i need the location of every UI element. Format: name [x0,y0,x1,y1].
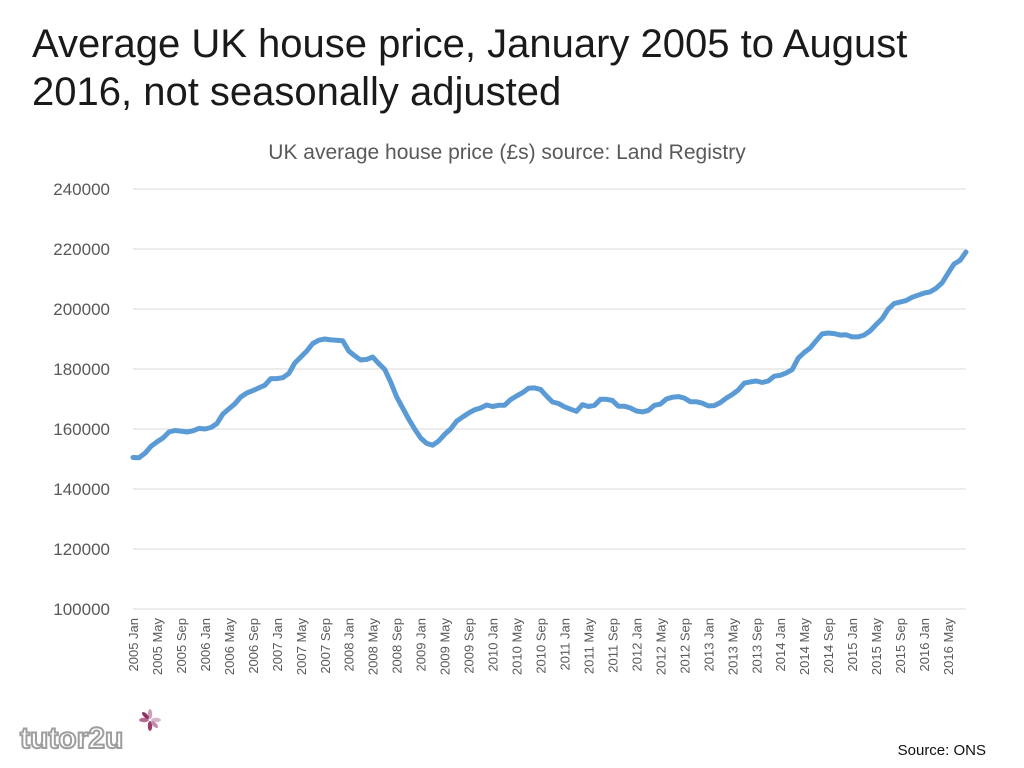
y-tick-label: 220000 [53,240,110,259]
tutor2u-logo: tutor2u [19,721,124,756]
x-tick-label: 2009 May [438,618,453,676]
x-axis-labels: 2005 Jan 2005 May 2005 Sep 2006 Jan 2006 May… [126,618,956,676]
x-tick-label: 2007 May [294,618,309,676]
x-tick-label: 2012 May [653,618,668,676]
x-tick-label: 2006 May [222,618,237,676]
slide-title: Average UK house price, January 2005 to … [32,22,908,114]
x-tick-label: 2010 Jan [486,618,501,672]
x-tick-label: 2008 May [366,618,381,676]
tutor2u-flower-icon [139,709,161,731]
y-tick-label: 140000 [53,480,110,499]
x-tick-label: 2015 Sep [893,618,908,674]
x-tick-label: 2011 May [581,618,596,675]
x-tick-label: 2005 Jan [126,618,141,672]
y-tick-label: 200000 [53,300,110,319]
x-tick-label: 2006 Sep [246,618,261,674]
x-tick-label: 2009 Sep [462,618,477,674]
series-layer [130,249,969,461]
x-tick-label: 2006 Jan [198,618,213,672]
x-tick-label: 2016 May [941,618,956,676]
x-tick-label: 2008 Sep [390,618,405,674]
x-tick-label: 2014 May [797,618,812,676]
x-tick-label: 2005 May [150,618,165,676]
x-tick-label: 2007 Sep [318,618,333,674]
y-tick-label: 120000 [53,540,110,559]
x-tick-label: 2013 Sep [749,618,764,674]
x-tick-label: 2011 Jan [557,618,572,671]
x-tick-label: 2016 Jan [917,618,932,672]
x-tick-label: 2014 Jan [773,618,788,672]
chart-title: UK average house price (£s) source: Land… [268,141,746,164]
x-tick-label: 2013 Jan [701,618,716,672]
x-tick-label: 2013 May [725,618,740,676]
source-note: Source: ONS [897,742,986,759]
gridlines [133,188,966,610]
y-tick-label: 100000 [53,600,110,619]
x-tick-label: 2014 Sep [821,618,836,674]
x-tick-label: 2009 Jan [414,618,429,672]
x-tick-label: 2010 Sep [534,618,549,674]
x-tick-label: 2011 Sep [605,618,620,673]
x-tick-label: 2015 Jan [845,618,860,672]
x-tick-label: 2015 May [869,618,884,676]
y-tick-label: 160000 [53,420,110,439]
y-axis-labels: 100000 120000 140000 160000 180000 200000 2200… [53,180,110,619]
x-tick-label: 2012 Sep [677,618,692,674]
y-tick-label: 240000 [53,180,110,199]
x-tick-label: 2008 Jan [342,618,357,672]
x-tick-label: 2010 May [510,618,525,676]
x-tick-label: 2007 Jan [270,618,285,672]
x-tick-label: 2005 Sep [174,618,189,674]
x-tick-label: 2012 Jan [629,618,644,672]
series-line [130,249,969,461]
y-tick-label: 180000 [53,360,110,379]
